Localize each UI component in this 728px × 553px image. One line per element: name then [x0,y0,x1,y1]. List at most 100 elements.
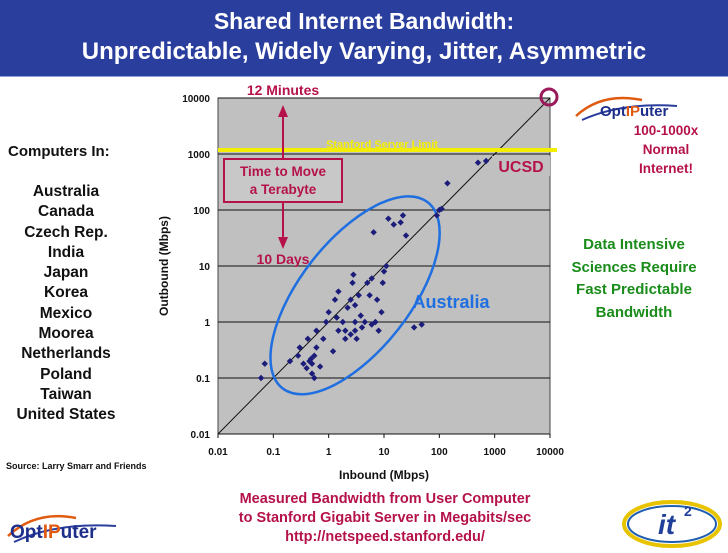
data-point [316,363,324,370]
data-point [353,335,360,343]
data-point [308,360,316,367]
data-point [313,327,320,334]
data-point [320,335,327,343]
data-point [378,308,385,316]
data-points [257,157,490,382]
country-item: Moorea [38,325,94,343]
data-point [355,292,362,299]
data-point [333,314,340,321]
terabyte-arrowhead-down [278,237,288,249]
data-intensive-note: Data Intensive Sciences Require Fast Pre… [571,236,697,321]
y-tick-label: 1000 [188,150,211,161]
data-point [303,364,310,372]
slide-title-line1: Shared Internet Bandwidth: [213,8,515,34]
data-point [335,327,342,334]
data-point [364,279,371,287]
y-tick-label: 100 [193,206,210,217]
data-point [300,360,307,367]
source-note: Source: Larry Smarr and Friends [6,461,147,471]
x-tick-labels: 0.01 0.1 1 10 100 1000 10000 [208,434,564,458]
country-item: Taiwan [40,385,92,403]
measurement-caption: Measured Bandwidth from User Computer to… [150,490,620,547]
ten-days-label: 10 Days [257,251,310,267]
data-point [438,205,445,213]
x-tick-label: 100 [431,447,448,458]
data-point [385,215,392,222]
data-point [347,331,354,338]
country-item: Japan [43,264,89,282]
data-point [351,318,359,326]
data-point [358,324,366,331]
data-point [444,180,451,187]
twelve-minutes-label: 12 Minutes [247,82,320,98]
data-point [322,318,330,326]
data-point [373,296,381,303]
it2-logo: it 2 [622,500,722,548]
svg-text:OptIPuter: OptIPuter [10,522,97,543]
caption-line2: to Stanford Gigabit Server in Megabits/s… [238,510,532,526]
country-item: Canada [38,203,94,221]
data-point [311,374,318,382]
data-point [313,344,320,351]
data-point [379,279,386,287]
data-point [366,292,373,299]
data-point [357,312,364,319]
svg-text:OptIPuter: OptIPuter [600,103,669,120]
caption-line1: Measured Bandwidth from User Computer [239,491,531,507]
y-tick-label: 0.01 [191,430,211,441]
optiputer-logo-bottom: OptIPuter [7,514,117,543]
data-point [257,374,265,382]
data-point [351,301,359,309]
data-point [286,357,294,365]
y-tick-label: 10 [199,262,211,273]
data-point [261,360,268,367]
data-point [390,221,397,228]
data-point [342,327,349,334]
data-point [347,296,354,303]
x-tick-label: 1000 [484,447,507,458]
data-point [418,321,425,328]
svg-text:2: 2 [684,503,692,519]
country-item: Korea [44,284,88,302]
data-point [339,318,346,326]
data-point [380,268,388,275]
data-point [296,344,303,351]
y-axis-label: Outbound (Mbps) [157,216,171,316]
data-point [351,327,359,334]
country-item: India [47,243,85,261]
data-point [335,288,342,295]
data-point [325,308,332,316]
country-item: Poland [40,365,92,383]
country-item: Australia [32,183,100,200]
data-point [329,348,337,355]
normal-internet-note: 100-1000x Normal Internet! [633,123,699,176]
computers-heading: Computers In: [8,143,110,160]
data-point [370,229,377,236]
x-tick-label: 10000 [536,447,564,458]
ucsd-label-box [492,156,550,176]
y-tick-label: 1 [204,318,210,329]
country-item: Czech Rep. [24,223,108,241]
data-point [342,335,349,343]
data-point [410,324,418,331]
data-point [350,271,357,278]
data-point [397,219,404,226]
x-tick-label: 10 [378,447,390,458]
stanford-server-limit-label: Stanford Server Limit [326,139,438,151]
data-point [294,352,302,359]
x-axis-label: Inbound (Mbps) [339,468,429,482]
optiputer-logo-top: OptIPuter [575,96,678,121]
data-point [375,327,382,334]
data-point [368,275,375,282]
x-tick-label: 0.1 [266,447,280,458]
data-point [433,212,441,219]
data-point [344,304,351,311]
y-tick-labels: 0.01 0.1 1 10 100 1000 10000 [182,94,210,441]
svg-text:it: it [658,509,677,540]
terabyte-arrowhead-up [278,105,288,117]
country-list: Australia Canada Czech Rep. India Japan Korea… [4,182,128,426]
y-tick-label: 10000 [182,94,210,105]
terabyte-label: Time to Move a Terabyte [240,164,327,197]
data-point [308,370,316,377]
caption-url: http://netspeed.stanford.edu/ [285,529,485,545]
